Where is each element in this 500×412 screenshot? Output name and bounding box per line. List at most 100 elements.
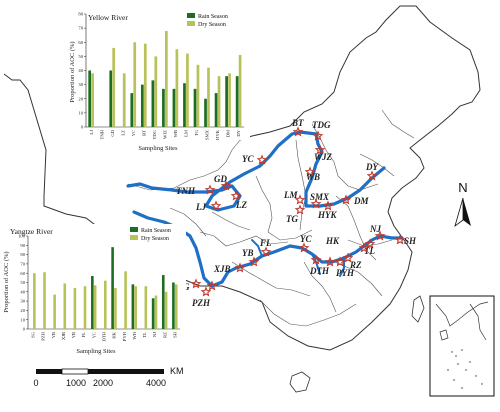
yangtze-site-label-dth: DTH — [309, 266, 330, 276]
river-tributary-1 — [251, 239, 263, 257]
taiwan-island — [411, 295, 425, 323]
x-tick-label: GD — [110, 129, 115, 136]
y-tick-label: 10 — [78, 110, 83, 115]
yellow-site-label-dy: DY — [365, 162, 379, 172]
yangtze-site-label-nj: NJ — [369, 224, 381, 234]
x-tick-label: SMX — [205, 129, 210, 140]
x-tick-label: DTH — [102, 331, 107, 341]
scale-label-2000: 2000 — [93, 378, 113, 388]
yellow-site-marker-hyk — [322, 200, 334, 211]
yangtze-site-marker-yl — [206, 280, 218, 291]
yangtze-site-label-hk: HK — [325, 236, 340, 246]
yangtze-site-marker-sg — [190, 278, 202, 289]
bar-dry-season-wh — [134, 286, 138, 329]
yangtze-site-marker-yc — [298, 242, 310, 253]
bar-dry-season-pyh — [124, 271, 127, 329]
x-tick-label: YB — [51, 332, 56, 338]
yangtze-site-marker-yb — [248, 256, 260, 267]
x-tick-label: WH — [132, 331, 137, 339]
x-tick-label: TDG — [152, 129, 157, 139]
bar-rain-season-yc — [91, 275, 94, 329]
yellow-site-marker-tnh — [204, 184, 216, 195]
legend-swatch-dry — [130, 235, 138, 240]
bar-rain-season-smx — [204, 98, 207, 127]
x-tick-label: HYK — [215, 129, 220, 140]
yellow-site-label-yc: YC — [242, 154, 254, 164]
y-axis-title: Proportion of AOC (%) — [69, 41, 76, 102]
yangtze-site-label-pzh: PZH — [192, 298, 211, 308]
x-tick-label: SH — [172, 331, 177, 338]
bar-rain-season-tdg — [151, 80, 155, 127]
bar-dry-season-yc — [93, 285, 97, 329]
x-tick-label: YC — [91, 332, 96, 338]
north-arrow-left-half — [454, 197, 464, 228]
x-tick-label: TG — [194, 129, 199, 136]
bar-rain-season-hk — [111, 247, 114, 329]
bar-dry-season-dth — [104, 280, 107, 329]
y-tick-label: 90 — [20, 243, 25, 248]
yellow-site-label-hyk: HYK — [317, 210, 337, 220]
y-tick-label: 30 — [78, 82, 83, 87]
yellow-site-marker-smx — [310, 198, 322, 209]
x-tick-label: XJB — [61, 332, 66, 340]
yellow-site-label-wjz: WJZ — [314, 152, 333, 162]
x-tick-label: YB — [71, 332, 76, 338]
y-tick-label: 80 — [20, 252, 25, 257]
bar-dry-season-yb — [73, 288, 77, 329]
bar-dry-season-hk — [114, 288, 117, 329]
bar-dry-season-tg — [196, 64, 200, 127]
bar-dry-season-hyk — [217, 76, 221, 127]
bar-dry-season-lj — [91, 73, 94, 127]
x-axis-title: Sampling Sites — [76, 348, 116, 355]
x-tick-label: LJ — [89, 130, 94, 135]
yellow-site-marker-lj — [210, 200, 222, 211]
yangtze-site-label-tl: TL — [364, 246, 375, 256]
x-tick-label: TNH — [99, 129, 104, 139]
x-tick-label: TL — [142, 332, 147, 338]
chart-bars — [33, 247, 178, 329]
bar-dry-season-rz — [164, 291, 168, 329]
y-tick-label: 30 — [20, 299, 25, 304]
bar-dry-season-nj — [154, 295, 158, 329]
yellow-site-marker-tdg — [312, 130, 324, 141]
yangtze-river-chart: Yangtze River Rain Season Dry Season 0 10… — [0, 224, 186, 356]
bar-rain-season-rz — [161, 275, 165, 329]
yellow-river-chart: Yellow River Rain Season Dry Season 0 10 2… — [66, 10, 250, 152]
chart-bars — [88, 30, 242, 128]
scale-segment-2 — [61, 368, 89, 375]
bar-dry-season-sh — [174, 284, 178, 329]
yellow-site-label-lm: LM — [283, 190, 298, 200]
x-tick-label: NJ — [152, 332, 157, 337]
x-tick-label: DY — [236, 129, 241, 136]
yangtze-site-marker-dth — [310, 254, 322, 265]
yellow-river — [126, 130, 386, 212]
y-tick-label: 50 — [20, 280, 25, 285]
bar-rain-season-wh — [131, 284, 135, 329]
x-tick-label: FL — [81, 332, 86, 338]
x-tick-label: DM — [226, 130, 231, 137]
north-arrow: N — [454, 180, 471, 228]
y-tick-label: 0 — [23, 327, 26, 332]
bar-dry-season-dy — [238, 54, 242, 127]
yellow-site-marker-gd — [220, 180, 232, 191]
bar-rain-season-hyk — [214, 93, 218, 127]
hainan-island — [289, 371, 311, 393]
bar-rain-season-bt — [140, 84, 144, 128]
bar-dry-season-xjb — [63, 283, 67, 329]
yellow-site-label-bt: BT — [291, 118, 304, 128]
yellow-site-marker-wjz — [314, 144, 326, 155]
y-tick-label: 20 — [20, 308, 25, 313]
bar-dry-season-dm — [228, 73, 231, 127]
bar-dry-season-wb — [175, 49, 179, 128]
yellow-site-label-lj: LJ — [195, 202, 206, 212]
scale-label-0: 0 — [33, 378, 38, 388]
legend-swatch-rain — [187, 13, 195, 18]
yellow-site-marker-tg — [294, 204, 306, 215]
bar-rain-season-yc — [130, 93, 134, 127]
y-tick-label: 40 — [78, 68, 83, 73]
yellow-site-marker-bt — [292, 126, 304, 137]
yellow-site-label-smx: SMX — [310, 192, 330, 202]
y-tick-label: 80 — [78, 12, 83, 17]
y-tick-label: 40 — [20, 289, 25, 294]
